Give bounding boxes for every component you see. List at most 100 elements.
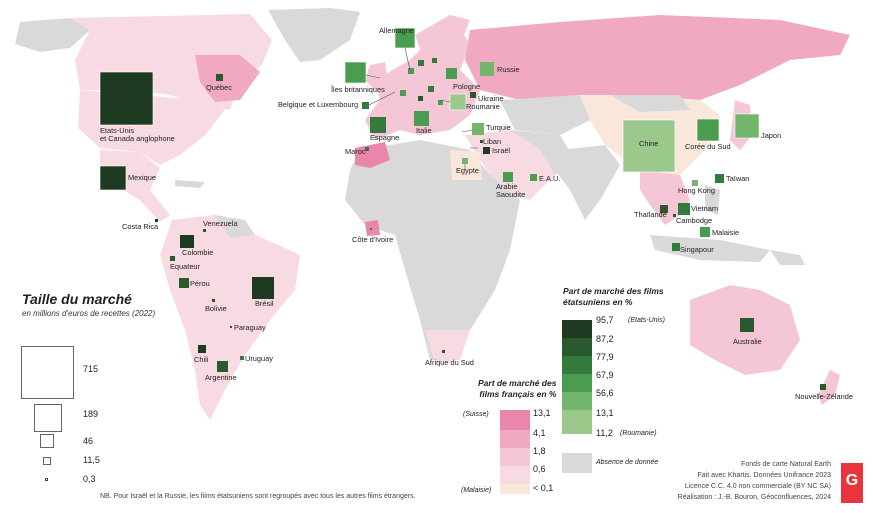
land-europe: [365, 28, 480, 140]
us-value-1: 95,7: [596, 315, 614, 325]
label-chili: Chili: [194, 355, 209, 364]
square-argentine: [217, 361, 228, 372]
square-vietnam: [678, 203, 690, 215]
us-swatch-2: [562, 338, 592, 356]
us-note-bottom: (Roumanie): [620, 430, 657, 437]
square-europe-small-7: [418, 96, 423, 101]
square-taiwan: [715, 174, 724, 183]
label-hong-kong: Hong Kong: [678, 186, 715, 195]
us-value-4: 67,9: [596, 370, 614, 380]
square-maroc: [365, 147, 369, 151]
fr-value-4: 0,6: [533, 464, 546, 474]
geoconfluences-logo: G: [841, 463, 863, 503]
label-malaisie: Malaisie: [712, 228, 740, 237]
market-squares: [99, 27, 826, 390]
square-hong-kong: [692, 180, 698, 186]
label-nouvelle-zelande: Nouvelle-Zélande: [795, 392, 853, 401]
square-afrique-sud: [442, 350, 445, 353]
label-chine: Chine: [639, 139, 659, 148]
label-espagne: Espagne: [370, 133, 400, 142]
fr-swatch-4: [500, 466, 530, 484]
fr-swatch-3: [500, 448, 530, 466]
no-data-swatch: [562, 453, 592, 473]
fr-note-bottom: (Malaisie): [461, 487, 492, 494]
square-eau: [530, 174, 537, 181]
fr-value-3: 1,8: [533, 446, 546, 456]
label-singapour: Singapour: [680, 245, 714, 254]
square-coree: [696, 118, 720, 142]
label-cote-ivoire: Côte d'Ivoire: [352, 235, 394, 244]
us-swatch-3: [562, 356, 592, 374]
fr-swatch-1: [500, 410, 530, 430]
label-allemagne: Allemagne: [379, 26, 414, 35]
square-colombia: [180, 235, 194, 248]
square-europe-small-5: [432, 58, 437, 63]
size-legend-value-46: 46: [83, 436, 94, 446]
land-se-asia: [640, 170, 690, 225]
land-ivory-coast: [365, 220, 380, 236]
land-scandinavia: [415, 15, 470, 70]
size-legend-value-189: 189: [83, 409, 99, 419]
leader-line-britanniques: [365, 74, 381, 79]
label-maroc: Maroc: [345, 147, 366, 156]
label-cambodge: Cambodge: [676, 216, 713, 225]
size-legend-square-189: [34, 404, 62, 432]
label-belgique: Belgique et Luxembourg: [278, 100, 359, 109]
land-mongolia: [610, 95, 690, 112]
label-bresil: Brésil: [255, 299, 274, 308]
square-europe-small-4: [438, 100, 443, 105]
square-mexico: [99, 165, 127, 191]
label-israel: Israël: [492, 146, 511, 155]
square-usa: [99, 71, 154, 126]
square-bolivie: [212, 299, 215, 302]
label-pologne: Pologne: [453, 82, 481, 91]
square-singapour: [672, 243, 680, 251]
square-bresil: [252, 277, 274, 299]
label-russie: Russie: [497, 65, 520, 74]
us-swatch-4: [562, 374, 592, 392]
label-thailande: Thaïlande: [634, 210, 667, 219]
square-italie: [414, 111, 429, 126]
us-swatch-5: [562, 392, 592, 410]
label-perou: Pérou: [190, 279, 210, 288]
fr-legend-title: Part de marché des films français en %: [478, 378, 557, 399]
svg-text:G: G: [846, 472, 858, 489]
credit-line-4: Réalisation : J.-B. Bouron, Géoconfluenc…: [677, 494, 831, 501]
us-value-6: 13,1: [596, 408, 614, 418]
us-swatch-1: [562, 320, 592, 338]
square-israel: [483, 147, 490, 154]
label-equateur: Equateur: [170, 262, 200, 271]
land-south-africa: [425, 330, 470, 362]
fr-value-1: 13,1: [533, 408, 551, 418]
leader-lines: [365, 47, 478, 170]
land-india: [555, 145, 620, 220]
label-japon: Japon: [761, 131, 782, 140]
square-turquie: [472, 123, 484, 135]
label-paraguay: Paraguay: [234, 323, 266, 332]
label-roumanie: Roumanie: [466, 102, 500, 111]
label-colombie: Colombie: [182, 248, 214, 257]
land-png: [770, 250, 805, 265]
us-value-2: 87,2: [596, 334, 614, 344]
square-cote-ivoire: [370, 228, 372, 230]
land-new-zealand: [818, 370, 840, 405]
square-nz: [820, 384, 826, 390]
us-value-7: 11,2: [596, 428, 613, 438]
size-legend-value-715: 715: [83, 364, 99, 374]
label-iles-britanniques: Îles britanniques: [331, 85, 385, 94]
land-greenland: [268, 8, 360, 62]
square-espagne: [370, 117, 386, 133]
land-south-america: [160, 215, 300, 420]
square-russie: [480, 62, 494, 76]
size-legend-square-0-3: [45, 478, 48, 481]
label-usa: Etats-Unis et Canada anglophone: [100, 126, 175, 144]
label-argentine: Argentine: [205, 373, 237, 382]
label-mexique: Mexique: [128, 173, 156, 182]
label-coree: Corée du Sud: [685, 142, 731, 151]
square-japon: [734, 113, 760, 139]
label-costa-rica: Costa Rica: [122, 222, 159, 231]
label-bolivie: Bolivie: [205, 304, 227, 313]
square-pologne: [446, 68, 457, 79]
square-ukraine: [470, 92, 476, 98]
